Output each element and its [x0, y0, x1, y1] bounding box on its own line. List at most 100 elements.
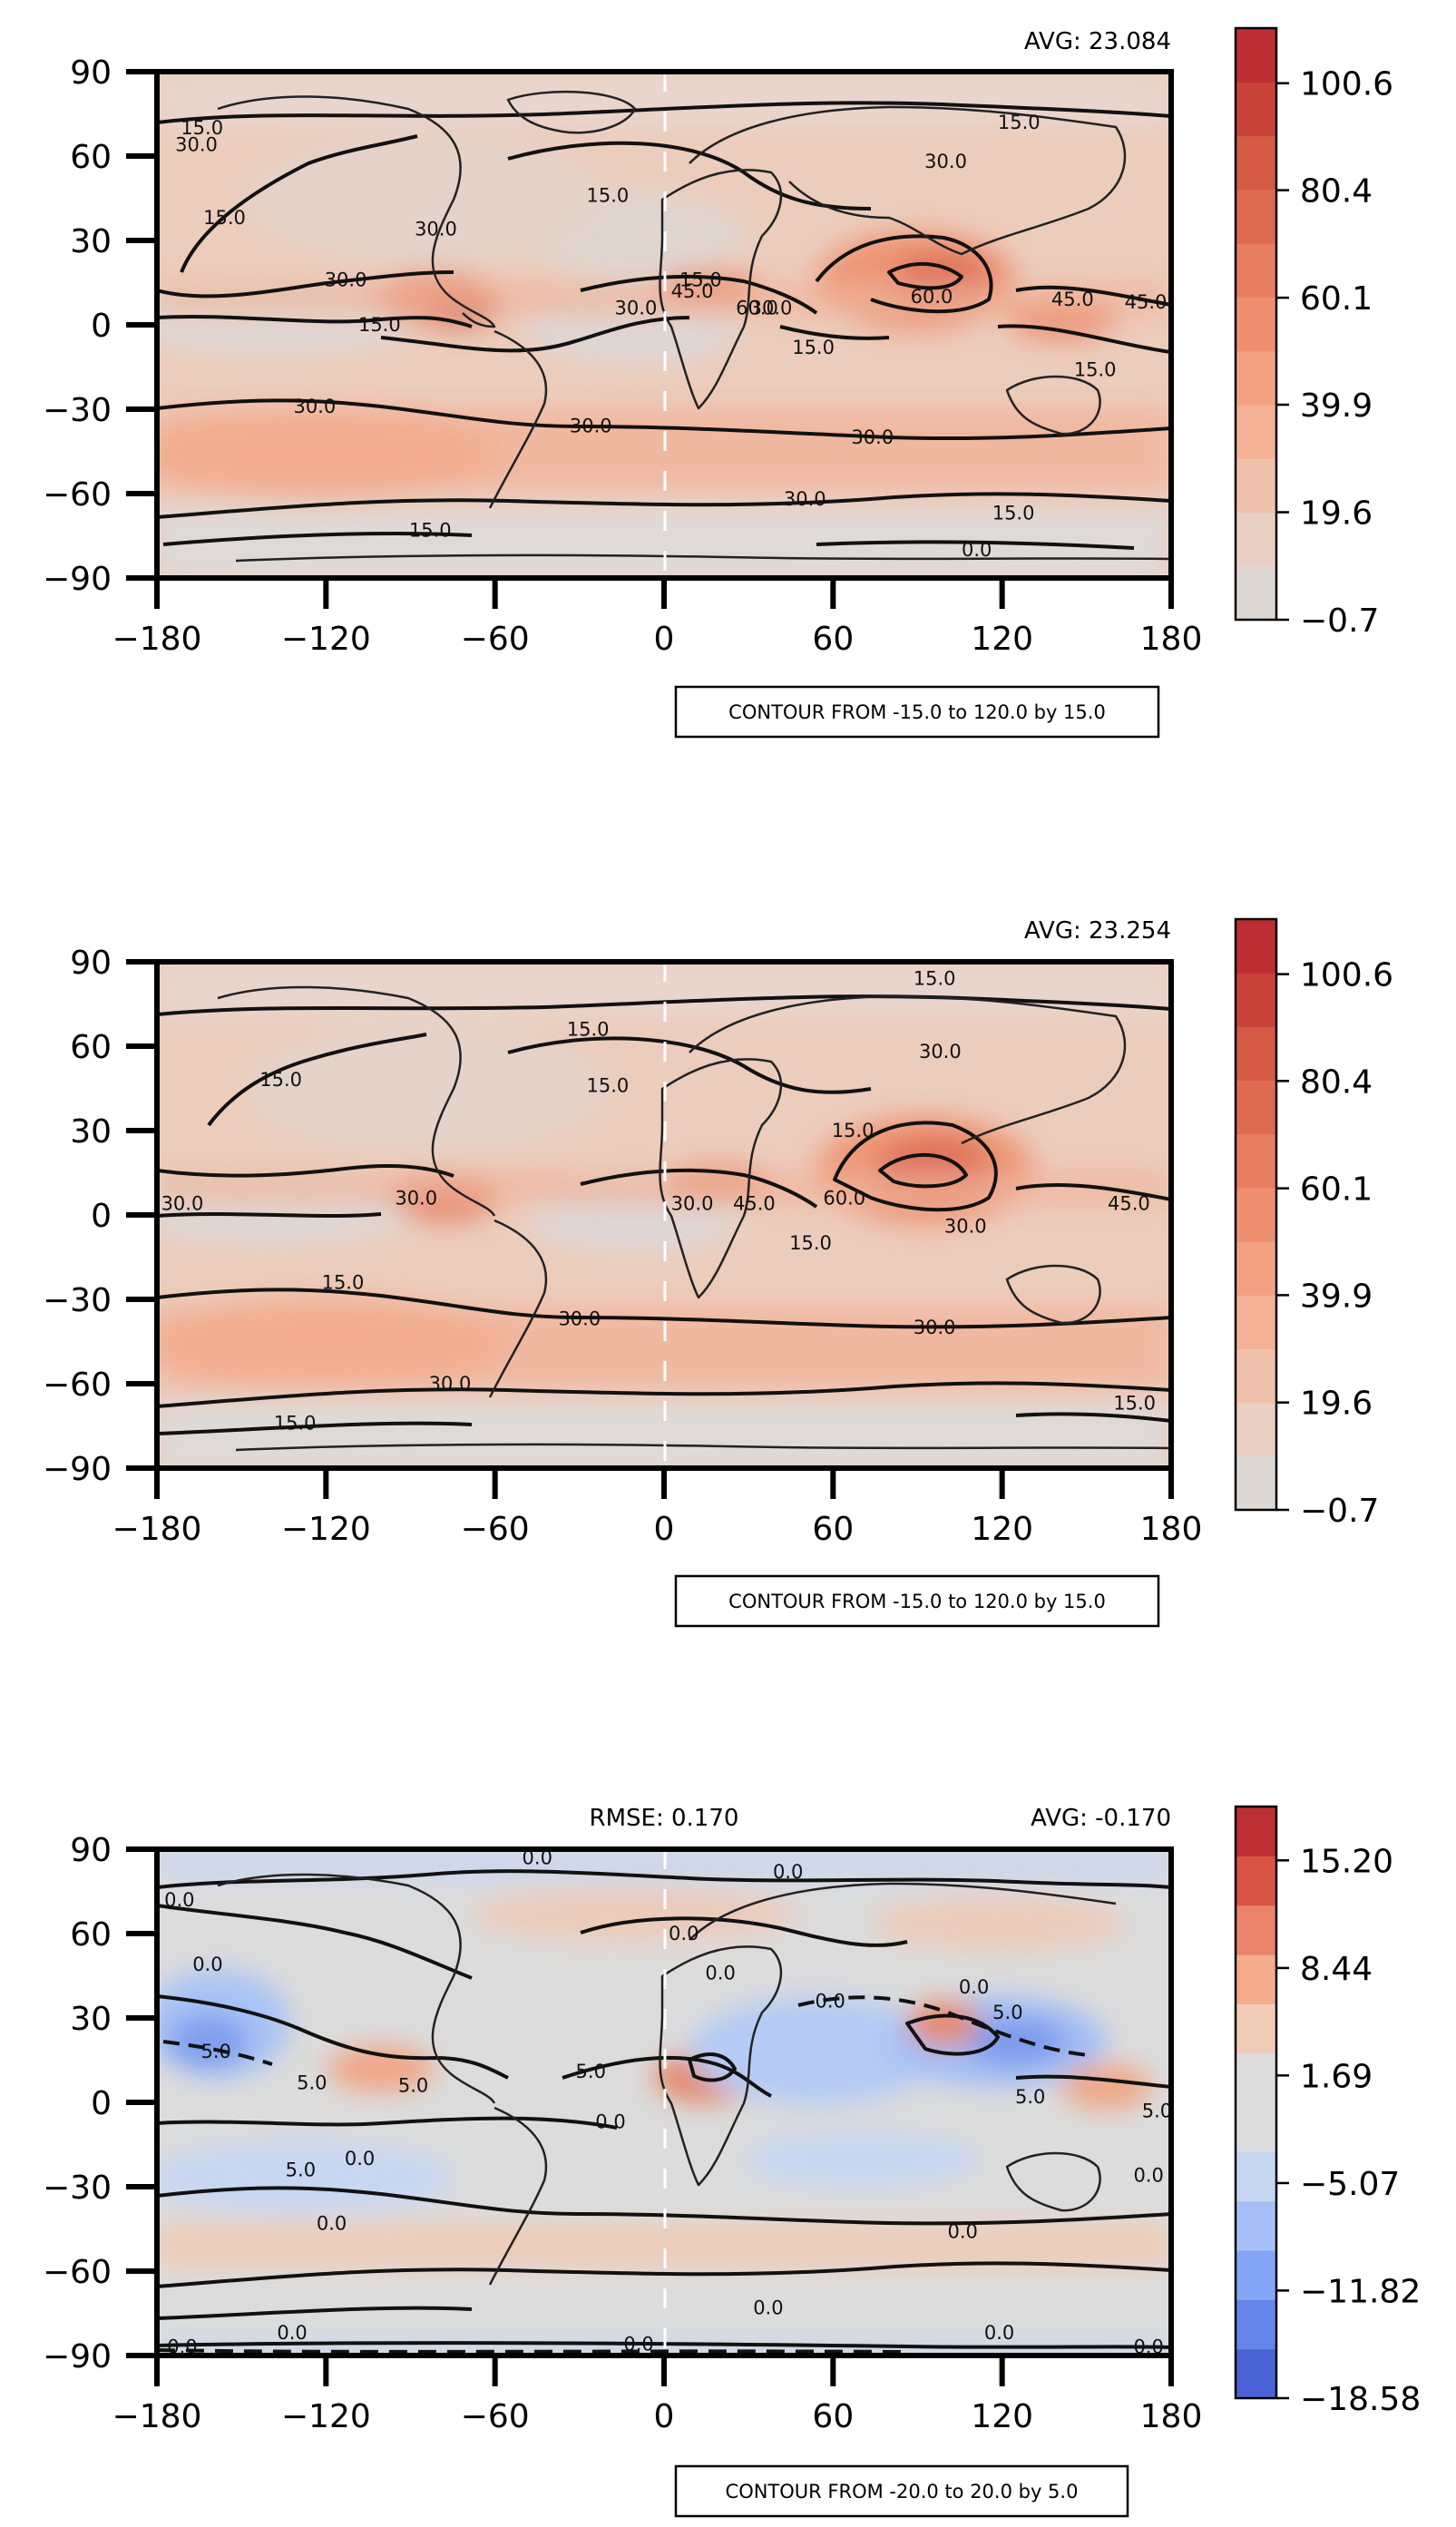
contour-label: 0.0: [773, 1861, 803, 1883]
y-tick-label: 0: [91, 308, 112, 345]
colorbar-segment: [1236, 1295, 1276, 1350]
contour-label: 0.0: [167, 2336, 197, 2358]
contour-label: 0.0: [669, 1923, 699, 1944]
contour-label: 15.0: [322, 1271, 365, 1293]
field-3: 0.00.00.00.00.0 0.00.00.05.05.05.0 5.05.00…: [157, 1846, 1172, 2358]
contour-label: 30.0: [325, 269, 367, 290]
contour-label: 0.0: [947, 2221, 977, 2243]
colorbar-segment: [1236, 2052, 1276, 2103]
colorbar-segment: [1236, 1455, 1276, 1511]
y-tick-label: 60: [70, 1029, 112, 1066]
colorbar-segment: [1236, 512, 1276, 567]
contour-label: 45.0: [1125, 291, 1168, 313]
colorbar-tick-label: 80.4: [1300, 173, 1373, 211]
colorbar-tick-label: 39.9: [1300, 387, 1373, 425]
contour-label: 45.0: [671, 280, 714, 302]
contour-label: 30.0: [570, 416, 612, 437]
contour-label: 0.0: [962, 539, 992, 561]
colorbar-tick-label: −0.7: [1300, 602, 1379, 640]
contour-note-2: CONTOUR FROM -15.0 to 120.0 by 15.0: [674, 1574, 1160, 1628]
contour-label: 0.0: [523, 1846, 552, 1868]
colorbar-segment: [1236, 82, 1276, 137]
colorbar-frame: [1234, 917, 1278, 1512]
colorbar-segment: [1236, 1133, 1276, 1189]
colorbar-tick-label: 19.6: [1300, 1386, 1373, 1423]
contour-label: 30.0: [851, 426, 894, 448]
colorbar-frame: [1234, 26, 1278, 622]
contour-label: 0.0: [753, 2297, 783, 2318]
colorbar-segment: [1236, 1241, 1276, 1296]
colorbar-segment: [1236, 2102, 1276, 2152]
colorbar-segment: [1236, 297, 1276, 352]
contour-label: 15.0: [587, 1074, 630, 1096]
colorbar-segment: [1236, 565, 1276, 621]
colorbar-frame: [1234, 1805, 1278, 2400]
colorbar-segment: [1236, 2003, 1276, 2054]
contour-label: 5.0: [201, 2041, 231, 2062]
contour-label: 30.0: [395, 1187, 437, 1209]
y-tick-label: 60: [70, 1916, 112, 1954]
contour-label: 15.0: [409, 519, 452, 541]
colorbar-segment: [1236, 1348, 1276, 1404]
contour-label: 30.0: [671, 1193, 714, 1215]
contour-label: 15.0: [274, 1412, 317, 1434]
contour-label: 5.0: [1015, 2086, 1045, 2108]
colorbar-segment: [1236, 2348, 1276, 2399]
contour-label: 15.0: [567, 1018, 610, 1040]
x-tick-label: 60: [812, 621, 854, 658]
y-tick-label: 30: [70, 2001, 112, 2038]
colorbar-segment: [1236, 1905, 1276, 1955]
contour-label: 30.0: [944, 1215, 987, 1237]
y-tick-label: 0: [91, 1198, 112, 1235]
x-tick-label: 60: [812, 1511, 854, 1548]
contour-label: 0.0: [816, 1990, 845, 2012]
x-ticks-3: −180 −120 −60 0 60 120 180: [112, 2356, 1202, 2435]
colorbar-tick-label: −18.58: [1300, 2381, 1421, 2418]
contour-label: 15.0: [789, 1232, 832, 1254]
x-tick-label: −180: [112, 2398, 202, 2435]
field-2: 15.0 15.0 30.0 15.0 15.0 15.0 30.0 30.0 30.0 45.0…: [157, 962, 1171, 1468]
contour-labels-3: 0.00.00.00.00.0 0.00.00.05.05.05.0 5.05.00…: [164, 1846, 1172, 2358]
contour-label: 0.0: [984, 2322, 1014, 2344]
contour-note-1: CONTOUR FROM -15.0 to 120.0 by 15.0: [674, 685, 1160, 739]
colorbar-segment: [1236, 1856, 1276, 1906]
y-tick-label: −60: [43, 1366, 112, 1404]
avg-label-2: AVG: 23.254: [1024, 917, 1171, 945]
panel-3: 0.00.00.00.00.0 0.00.00.05.05.05.0 5.05.00…: [43, 1805, 1421, 2518]
colorbar-2: 100.6 80.4 60.1 39.9 19.6 −0.7: [1234, 917, 1393, 1530]
contour-label: 0.0: [345, 2148, 375, 2169]
colorbar-tick-label: 100.6: [1300, 957, 1393, 994]
contour-label: 15.0: [832, 1120, 875, 1141]
x-ticks-1: −180 −120 −60 0 60 120 180: [112, 578, 1202, 658]
contour-label: 15.0: [181, 117, 223, 139]
y-tick-label: 90: [70, 54, 112, 92]
x-tick-label: 120: [971, 2398, 1033, 2435]
contour-label: 30.0: [914, 1317, 956, 1338]
avg-label-3: AVG: -0.170: [1031, 1805, 1171, 1832]
colorbar-segment: [1236, 243, 1276, 298]
x-tick-label: −120: [281, 2398, 371, 2435]
contour-label: 5.0: [576, 2061, 606, 2082]
contour-label: 0.0: [1133, 2336, 1163, 2358]
colorbar-segment: [1236, 2200, 1276, 2251]
contour-label: 0.0: [317, 2212, 347, 2234]
contour-label: 15.0: [1113, 1393, 1156, 1415]
x-tick-label: 180: [1140, 1511, 1203, 1548]
colorbar-segment: [1236, 404, 1276, 459]
contour-label: 0.0: [192, 1954, 222, 1975]
colorbar-segment: [1236, 458, 1276, 514]
contour-label: 30.0: [784, 488, 826, 510]
y-tick-label: −30: [43, 2169, 112, 2207]
y-tick-label: −60: [43, 476, 112, 514]
y-tick-label: 90: [70, 1832, 112, 1869]
contour-label: 60.0: [736, 297, 778, 318]
contour-label: 30.0: [415, 219, 457, 240]
contour-label: 30.0: [161, 1193, 204, 1215]
contour-label: 30.0: [919, 1041, 962, 1063]
contour-label: 5.0: [1142, 2100, 1172, 2121]
x-tick-label: 0: [654, 621, 675, 658]
x-tick-label: −60: [461, 621, 530, 658]
colorbar-segment: [1236, 1402, 1276, 1457]
colorbar-tick-label: 39.9: [1300, 1278, 1373, 1315]
x-tick-label: 0: [654, 2398, 675, 2435]
